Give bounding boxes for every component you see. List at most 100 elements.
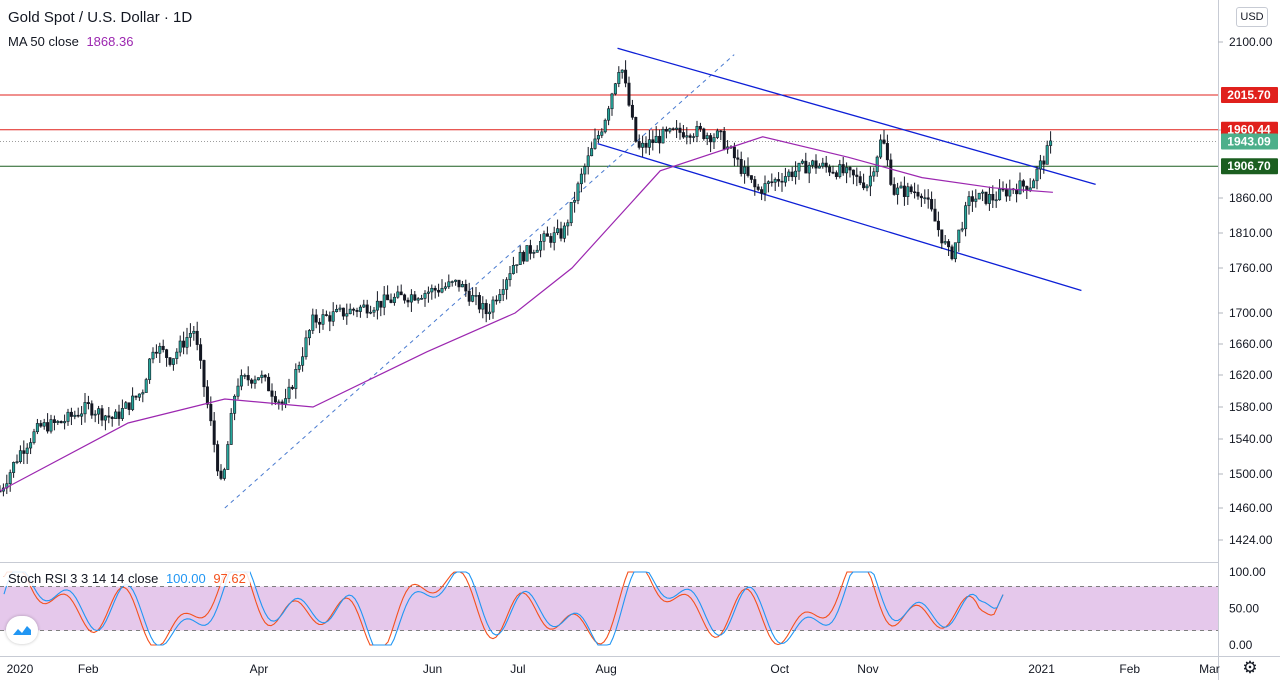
candle-body bbox=[69, 411, 73, 417]
candle-body bbox=[100, 408, 104, 421]
candle-body bbox=[273, 396, 277, 403]
candle-body bbox=[715, 130, 719, 138]
candle-body bbox=[576, 183, 580, 201]
candle-body bbox=[712, 137, 716, 143]
price-tick-label: 1760.00 bbox=[1229, 261, 1273, 275]
candle-body bbox=[12, 462, 16, 473]
candle-body bbox=[664, 128, 668, 132]
channel-lower-line[interactable] bbox=[597, 142, 1082, 292]
candle-body bbox=[192, 330, 196, 334]
candle-body bbox=[161, 345, 165, 350]
candle-body bbox=[392, 296, 396, 303]
candle-body bbox=[321, 314, 325, 325]
candle-body bbox=[681, 132, 685, 138]
candle-body bbox=[528, 245, 532, 254]
candle-body bbox=[443, 286, 447, 289]
price-panel[interactable] bbox=[0, 47, 1218, 509]
stoch-rsi-panel[interactable] bbox=[0, 571, 1218, 646]
candle-body bbox=[630, 104, 634, 118]
candle-body bbox=[474, 295, 478, 297]
candle-body bbox=[936, 220, 940, 231]
candle-body bbox=[260, 374, 264, 378]
candle-body bbox=[698, 126, 702, 130]
candle-body bbox=[294, 369, 298, 389]
time-tick-label: 2020 bbox=[7, 662, 34, 676]
time-axis[interactable]: 2020 Feb Apr Jun Jul Aug Oct Nov 2021 Feb Mar bbox=[7, 662, 1220, 676]
candle-body bbox=[685, 135, 689, 138]
candle-body bbox=[175, 351, 179, 359]
candle-body bbox=[539, 241, 543, 251]
price-tick-label: 1660.00 bbox=[1229, 337, 1273, 351]
candle-body bbox=[811, 160, 815, 166]
candle-body bbox=[532, 252, 536, 254]
time-tick-label: Jul bbox=[510, 662, 525, 676]
support-price-label: 1906.70 bbox=[1227, 159, 1271, 173]
candle-body bbox=[889, 159, 893, 185]
last-price-price-tag bbox=[1221, 133, 1278, 150]
stoch-legend: Stoch RSI 3 3 14 14 close 100.00 97.62 bbox=[4, 571, 250, 586]
candle-body bbox=[991, 194, 995, 201]
candle-body bbox=[899, 185, 903, 189]
candle-body bbox=[746, 166, 750, 176]
time-tick-label: Mar bbox=[1199, 662, 1220, 676]
candle-body bbox=[634, 117, 638, 142]
candle-body bbox=[127, 402, 131, 410]
candle-body bbox=[219, 470, 223, 479]
resistance-high-price-tag bbox=[1221, 86, 1278, 103]
candle-body bbox=[868, 175, 872, 187]
tradingview-logo[interactable] bbox=[6, 616, 38, 644]
candle-body bbox=[185, 337, 189, 348]
currency-badge[interactable]: USD bbox=[1236, 7, 1268, 27]
candle-body bbox=[678, 127, 682, 133]
candle-body bbox=[566, 222, 570, 227]
candle-body bbox=[362, 304, 366, 308]
candle-body bbox=[845, 167, 849, 174]
candle-body bbox=[719, 130, 723, 133]
candle-body bbox=[297, 364, 301, 370]
candle-body bbox=[107, 415, 111, 418]
candle-body bbox=[403, 294, 407, 301]
candle-body bbox=[994, 199, 998, 202]
candle-body bbox=[447, 281, 451, 288]
channel-upper-line[interactable] bbox=[617, 47, 1096, 186]
candle-body bbox=[430, 287, 434, 293]
price-tick-label: 1810.00 bbox=[1229, 226, 1273, 240]
price-tick-label: 1500.00 bbox=[1229, 467, 1273, 481]
settings-gear-icon[interactable]: ⚙ bbox=[1242, 658, 1258, 677]
price-tick-label: 1620.00 bbox=[1229, 368, 1273, 382]
candle-body bbox=[865, 185, 869, 189]
resistance-high-price-label: 2015.70 bbox=[1227, 88, 1271, 102]
candle-body bbox=[722, 130, 726, 150]
candle-body bbox=[66, 411, 70, 422]
candle-body bbox=[804, 160, 808, 174]
candle-body bbox=[705, 135, 709, 139]
time-tick-label: Feb bbox=[1119, 662, 1140, 676]
candle-body bbox=[773, 179, 777, 183]
candle-body bbox=[627, 82, 631, 106]
candle-body bbox=[338, 307, 342, 310]
candle-body bbox=[964, 205, 968, 230]
candle-body bbox=[515, 264, 519, 266]
candle-body bbox=[488, 311, 492, 315]
candle-body bbox=[586, 155, 590, 167]
candle-body bbox=[433, 287, 437, 291]
candle-body bbox=[926, 197, 930, 200]
candle-body bbox=[505, 279, 509, 290]
candle-body bbox=[481, 303, 485, 310]
candle-body bbox=[590, 148, 594, 157]
candle-body bbox=[525, 245, 529, 262]
ma-label: MA 50 close bbox=[8, 34, 79, 49]
price-axis[interactable]: 2100.001960.001860.001810.001760.001700.… bbox=[1218, 35, 1278, 652]
candle-body bbox=[953, 242, 957, 260]
candle-body bbox=[501, 289, 505, 295]
time-tick-label: Oct bbox=[770, 662, 789, 676]
candle-body bbox=[831, 171, 835, 174]
stoch-k-value: 100.00 bbox=[165, 571, 206, 586]
candle-body bbox=[668, 128, 672, 132]
candle-body bbox=[1038, 160, 1042, 170]
candle-body bbox=[579, 173, 583, 185]
candle-body bbox=[1045, 145, 1049, 165]
candle-body bbox=[270, 390, 274, 397]
candle-body bbox=[828, 166, 832, 173]
